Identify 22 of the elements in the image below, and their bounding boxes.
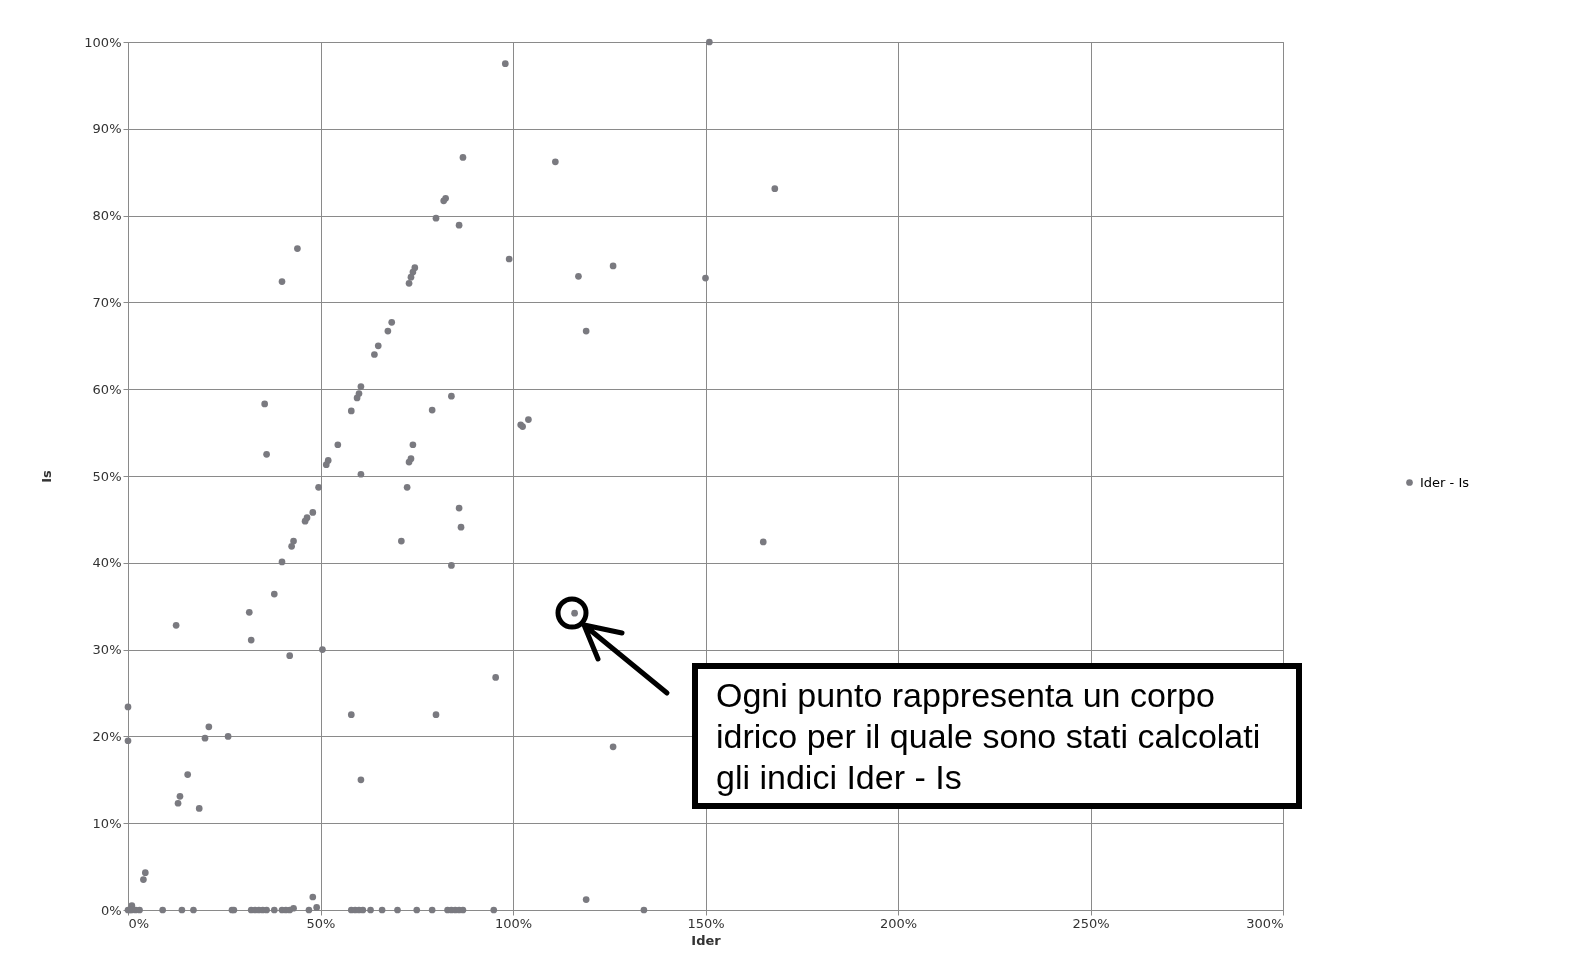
y-tick-label: 30% (92, 642, 122, 658)
y-tick-label: 100% (84, 34, 122, 50)
x-tick-label: 0% (128, 915, 150, 931)
x-tick-label: 250% (1072, 915, 1110, 931)
y-axis-title: Is (39, 469, 55, 483)
y-tick-label: 20% (92, 728, 122, 744)
legend-label: Ider - Is (1420, 474, 1470, 490)
y-tick-label: 70% (92, 294, 122, 310)
x-axis-title: Ider (691, 932, 722, 948)
x-tick-label: 300% (1246, 915, 1284, 931)
y-tick-label: 40% (92, 555, 122, 571)
y-tick-label: 50% (92, 468, 122, 484)
y-tick-label: 90% (92, 121, 122, 137)
y-tick-label: 0% (100, 902, 122, 918)
x-tick-label: 200% (879, 915, 918, 931)
x-tick-label: 100% (494, 915, 533, 931)
y-tick-label: 10% (92, 815, 122, 831)
y-tick-label: 80% (92, 208, 122, 224)
x-tick-label: 50% (306, 915, 336, 931)
x-tick-label: 150% (687, 915, 725, 931)
y-tick-label: 60% (92, 381, 122, 397)
annotation: Ogni punto rappresenta un corpo idrico per il quale sono stati calcolati gli indici Ider - Is (692, 663, 1302, 810)
